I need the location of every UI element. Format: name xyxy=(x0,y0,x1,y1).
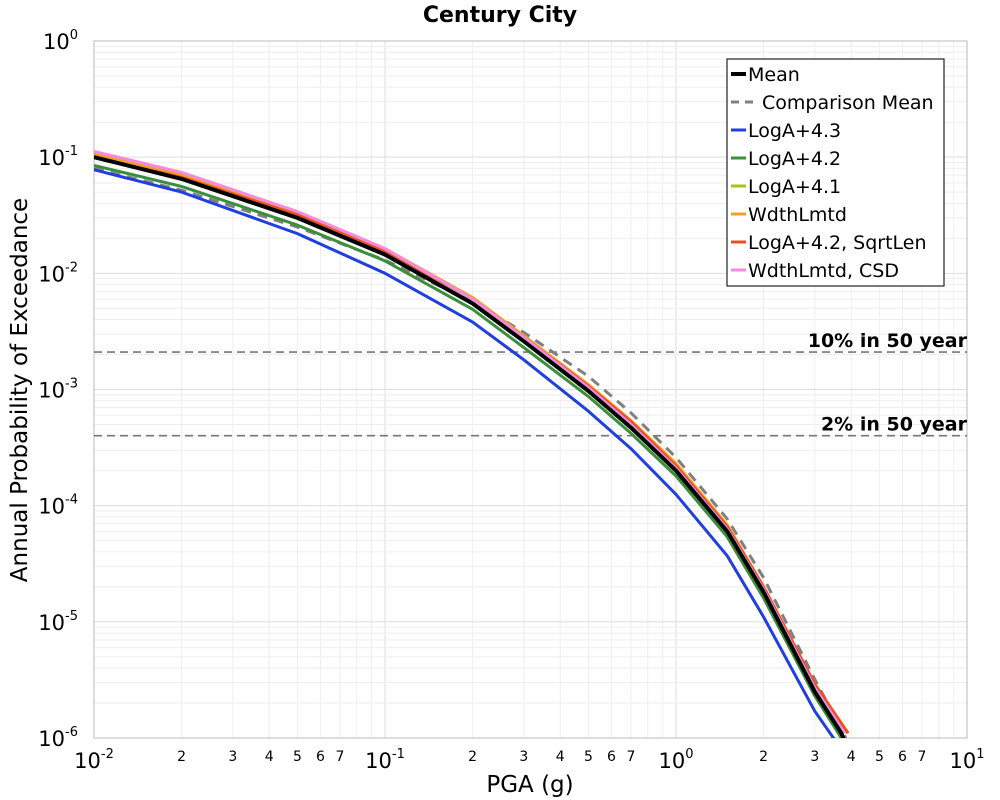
series-line xyxy=(94,168,836,738)
x-minor-tick-label: 5 xyxy=(875,749,884,765)
x-tick-label: 10-1 xyxy=(365,747,405,773)
y-tick-base: 10 xyxy=(38,611,65,635)
y-tick-exponent: -1 xyxy=(65,144,78,159)
x-minor-tick-label: 6 xyxy=(607,749,616,765)
y-tick-exponent: -4 xyxy=(65,493,78,508)
y-axis-label: Annual Probability of Exceedance xyxy=(7,198,33,582)
x-minor-tick-label: 3 xyxy=(519,749,528,765)
chart-title: Century City xyxy=(423,3,577,28)
x-minor-tick-label: 6 xyxy=(898,749,907,765)
y-tick-exponent: 0 xyxy=(70,28,78,43)
x-minor-tick-label: 7 xyxy=(917,749,926,765)
y-tick-label: 10-1 xyxy=(38,144,78,170)
y-tick-label: 10-5 xyxy=(38,609,78,635)
y-tick-base: 10 xyxy=(38,495,65,519)
series-line xyxy=(94,163,844,738)
series-line xyxy=(94,155,846,738)
legend-entry: LogA+4.1 xyxy=(748,176,841,198)
x-minor-tick-label: 4 xyxy=(265,749,274,765)
x-minor-tick-label: 4 xyxy=(847,749,856,765)
y-tick-base: 10 xyxy=(38,146,65,170)
x-tick-exponent: -1 xyxy=(392,747,405,762)
x-tick-label: 101 xyxy=(949,747,984,773)
reference-line-label: 10% in 50 year xyxy=(808,330,968,352)
x-tick-base: 10 xyxy=(74,749,101,773)
x-axis-label: PGA (g) xyxy=(486,772,573,798)
y-tick-exponent: -3 xyxy=(65,377,78,392)
x-minor-tick-label: 4 xyxy=(556,749,565,765)
y-tick-label: 10-2 xyxy=(38,260,78,286)
x-minor-tick-label: 5 xyxy=(293,749,302,765)
x-tick-exponent: 1 xyxy=(976,747,984,762)
x-tick-base: 10 xyxy=(365,749,392,773)
legend: Mean Comparison Mean LogA+4.3 LogA+4.2 LogA+… xyxy=(726,58,945,287)
x-minor-tick-label: 6 xyxy=(316,749,325,765)
legend-box xyxy=(726,58,945,287)
x-tick-label: 100 xyxy=(658,747,693,773)
x-minor-tick-label: 5 xyxy=(584,749,593,765)
legend-entry: LogA+4.2 xyxy=(748,148,841,170)
series-lines xyxy=(94,149,850,738)
y-tick-label: 10-4 xyxy=(38,493,78,519)
x-minor-tick-label: 7 xyxy=(335,749,344,765)
x-minor-tick-label: 3 xyxy=(810,749,819,765)
x-tick-exponent: 0 xyxy=(685,747,693,762)
legend-entry: LogA+4.2, SqrtLen xyxy=(748,232,927,254)
legend-entry: WdthLmtd, CSD xyxy=(748,260,899,282)
y-tick-exponent: -2 xyxy=(65,260,78,275)
x-minor-tick-label: 3 xyxy=(228,749,237,765)
legend-entry: LogA+4.3 xyxy=(748,120,841,142)
y-tick-label: 10-6 xyxy=(38,725,78,751)
reference-line-label: 2% in 50 year xyxy=(821,414,968,436)
y-tick-label: 10-3 xyxy=(38,377,78,403)
y-tick-exponent: -6 xyxy=(65,725,78,740)
y-tick-base: 10 xyxy=(38,262,65,286)
legend-entry: Comparison Mean xyxy=(762,92,934,114)
legend-entry: WdthLmtd xyxy=(748,204,847,226)
legend-entry: Mean xyxy=(748,64,800,86)
y-tick-base: 10 xyxy=(43,30,70,54)
x-tick-base: 10 xyxy=(949,749,976,773)
y-tick-base: 10 xyxy=(38,379,65,403)
plot-frame xyxy=(93,40,968,739)
y-tick-base: 10 xyxy=(38,727,65,751)
x-minor-tick-label: 2 xyxy=(177,749,186,765)
y-tick-exponent: -5 xyxy=(65,609,78,624)
x-minor-tick-label: 7 xyxy=(626,749,635,765)
y-tick-label: 100 xyxy=(43,28,78,54)
x-tick-exponent: -2 xyxy=(101,747,114,762)
x-minor-tick-label: 2 xyxy=(468,749,477,765)
x-minor-tick-label: 2 xyxy=(759,749,768,765)
x-tick-label: 10-2 xyxy=(74,747,114,773)
x-tick-base: 10 xyxy=(658,749,685,773)
